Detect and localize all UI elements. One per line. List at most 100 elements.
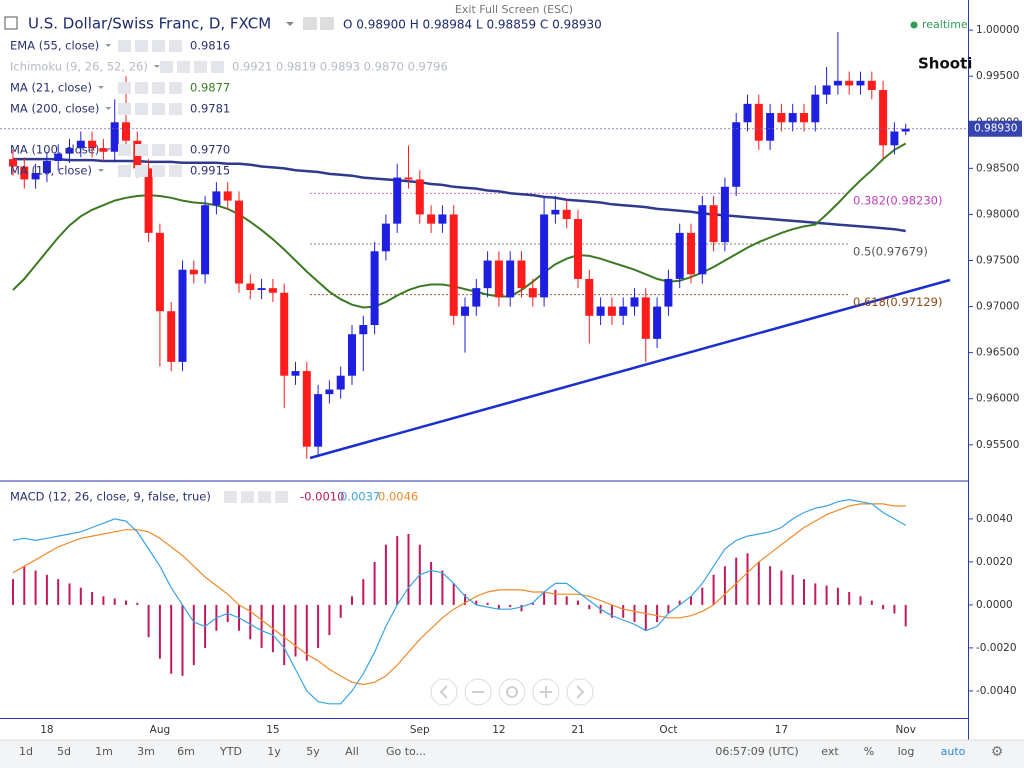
- macd-histogram-bar: [803, 579, 805, 605]
- macd-histogram-bar: [351, 596, 353, 605]
- icon: [506, 686, 518, 698]
- indicator-icon[interactable]: [160, 61, 173, 73]
- indicator-icon[interactable]: [152, 144, 165, 156]
- candle-body: [257, 288, 266, 290]
- candle-body: [88, 140, 97, 149]
- indicator-icon[interactable]: [118, 165, 131, 177]
- macd-histogram-bar: [633, 604, 636, 623]
- scroll-right[interactable]: [566, 678, 594, 706]
- indicator-icon[interactable]: [118, 103, 131, 115]
- candle-body: [122, 122, 130, 141]
- indicator-icon[interactable]: [135, 165, 148, 177]
- dropdown[interactable]: [286, 22, 294, 26]
- candle-body: [506, 260, 515, 298]
- indicator-icon[interactable]: [135, 82, 148, 94]
- macd-histogram-bar: [396, 536, 399, 605]
- indicator-label: MA (200, close): [10, 102, 99, 116]
- zoom-in[interactable]: [532, 678, 560, 706]
- macd-histogram-bar: [554, 589, 557, 605]
- range-button[interactable]: 5y: [306, 745, 320, 758]
- settings-icon[interactable]: ⚙: [991, 744, 1004, 760]
- range-button[interactable]: All: [345, 745, 359, 758]
- scroll-left[interactable]: [430, 678, 458, 706]
- macd-histogram-bar: [136, 602, 139, 605]
- indicator-icon[interactable]: [152, 82, 165, 94]
- indicator-label: MA (10, close): [10, 164, 92, 178]
- macd-histogram-bar: [23, 566, 26, 605]
- range-button[interactable]: 1d: [19, 745, 33, 758]
- indicator-icon[interactable]: [241, 491, 254, 503]
- candle-body: [325, 389, 334, 395]
- indicator-icon[interactable]: [177, 61, 190, 73]
- reset[interactable]: [498, 678, 526, 706]
- range-button[interactable]: YTD: [219, 745, 242, 758]
- indicator-icon[interactable]: [118, 82, 131, 94]
- indicator-icon[interactable]: [152, 165, 165, 177]
- indicator-icon[interactable]: [118, 40, 131, 52]
- macd-histogram-bar: [170, 604, 173, 674]
- macd-histogram-bar: [441, 570, 444, 605]
- exit-fullscreen[interactable]: Exit Full Screen (ESC): [455, 3, 573, 16]
- indicator-icon[interactable]: [118, 144, 131, 156]
- scale-button[interactable]: auto: [941, 745, 966, 758]
- dropdown[interactable]: [105, 44, 112, 47]
- range-button[interactable]: 1y: [267, 745, 281, 758]
- candle-body: [528, 288, 537, 298]
- candle-body: [607, 306, 616, 316]
- range-button[interactable]: 5d: [57, 745, 71, 758]
- indicator-icon[interactable]: [258, 491, 271, 503]
- dropdown[interactable]: [105, 148, 112, 151]
- indicator-icon[interactable]: [169, 165, 182, 177]
- y-tick-label: 0.98500: [976, 162, 1019, 174]
- indicator-icon[interactable]: [211, 61, 224, 73]
- macd-histogram-bar: [791, 574, 794, 605]
- candle-body: [653, 306, 662, 339]
- macd-histogram-bar: [158, 604, 161, 659]
- macd-histogram-bar: [68, 583, 71, 605]
- candle-body: [223, 191, 232, 201]
- indicator-icon[interactable]: [152, 40, 165, 52]
- candle-body: [788, 113, 797, 123]
- range-button[interactable]: 6m: [177, 745, 195, 758]
- candle-body: [76, 140, 85, 149]
- menu-icon[interactable]: [4, 16, 18, 30]
- scale-button[interactable]: log: [898, 745, 915, 758]
- candle-body: [268, 288, 277, 293]
- range-button[interactable]: 3m: [137, 745, 155, 758]
- zoom-out[interactable]: [464, 678, 492, 706]
- candle-body: [359, 325, 368, 335]
- indicator-icon[interactable]: [194, 61, 207, 73]
- macd-histogram-bar: [91, 592, 94, 605]
- macd-histogram-bar: [520, 604, 523, 612]
- dropdown[interactable]: [153, 65, 160, 68]
- y-tick-label: -0.0020: [976, 642, 1017, 654]
- scale-button[interactable]: %: [864, 745, 874, 758]
- icon[interactable]: [303, 17, 317, 30]
- indicator-icon[interactable]: [169, 40, 182, 52]
- macd-histogram-bar: [57, 579, 60, 605]
- candle-body: [189, 269, 198, 275]
- indicator-icon[interactable]: [169, 103, 182, 115]
- indicator-icon[interactable]: [135, 103, 148, 115]
- indicator-icon[interactable]: [169, 144, 182, 156]
- indicator-icon[interactable]: [169, 82, 182, 94]
- range-button[interactable]: 1m: [95, 745, 113, 758]
- indicator-icon[interactable]: [152, 103, 165, 115]
- macd-histogram-bar: [701, 587, 704, 605]
- candle-body: [822, 85, 831, 95]
- range-button[interactable]: Go to...: [386, 745, 426, 758]
- candle-body: [720, 186, 729, 243]
- dropdown[interactable]: [97, 169, 104, 172]
- indicator-icon[interactable]: [275, 491, 288, 503]
- icon[interactable]: [320, 17, 334, 30]
- candle-body: [856, 80, 865, 86]
- indicator-icon[interactable]: [135, 144, 148, 156]
- scale-button[interactable]: ext: [821, 745, 839, 758]
- macd-histogram-bar: [384, 544, 387, 605]
- indicator-icon[interactable]: [224, 491, 237, 503]
- indicator-icon[interactable]: [135, 40, 148, 52]
- candle-body: [641, 297, 650, 339]
- dropdown[interactable]: [105, 107, 112, 110]
- dropdown[interactable]: [97, 86, 104, 89]
